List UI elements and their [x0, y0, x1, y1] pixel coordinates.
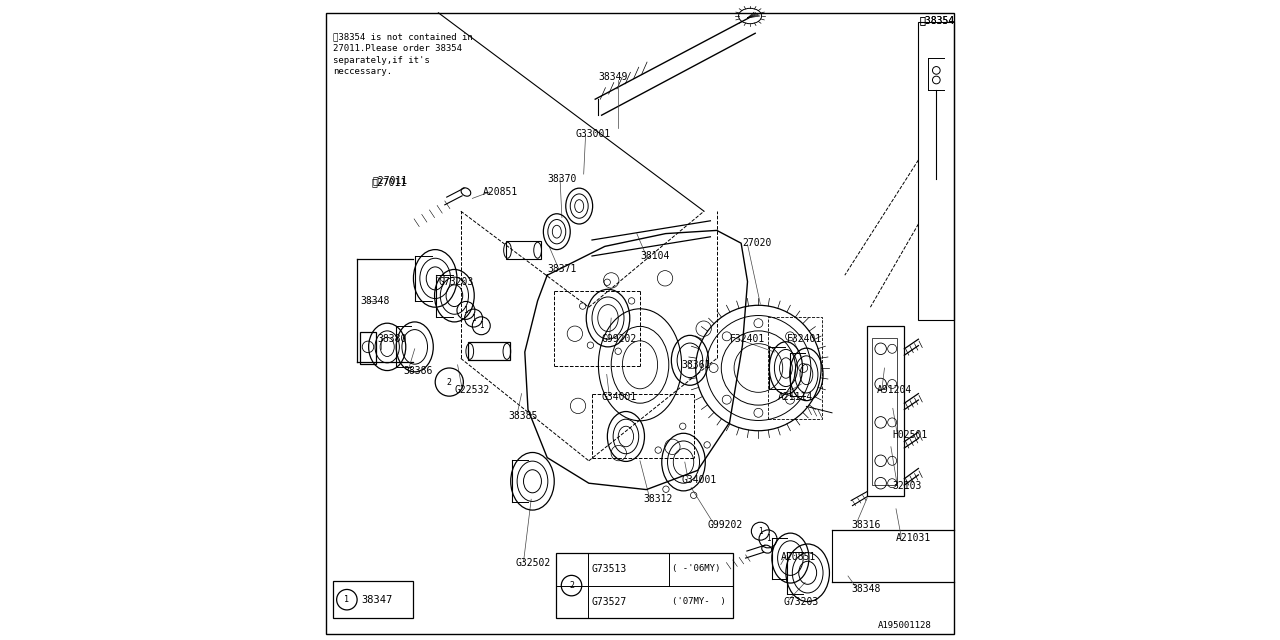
- Text: 38316: 38316: [851, 520, 881, 530]
- Text: A91204: A91204: [877, 385, 913, 396]
- Text: 38386: 38386: [403, 366, 433, 376]
- Text: 38380: 38380: [378, 334, 407, 344]
- Text: 27020: 27020: [742, 238, 772, 248]
- Text: ※27011: ※27011: [371, 177, 407, 188]
- Bar: [556, 553, 733, 618]
- Text: F32401: F32401: [787, 334, 823, 344]
- Text: 38104: 38104: [640, 251, 669, 261]
- Text: A195001128: A195001128: [878, 621, 932, 630]
- Text: A20851: A20851: [781, 552, 817, 562]
- Text: ※38354 is not contained in
27011.Please order 38354
separately,if it's
neccessar: ※38354 is not contained in 27011.Please …: [333, 32, 472, 76]
- Bar: [768, 317, 823, 419]
- Text: A21031: A21031: [896, 532, 932, 543]
- Text: 1: 1: [344, 595, 349, 604]
- Text: A20851: A20851: [484, 187, 518, 197]
- Text: 1: 1: [463, 306, 468, 315]
- Bar: [872, 338, 897, 485]
- Text: G34001: G34001: [681, 475, 717, 485]
- Text: 1: 1: [471, 314, 476, 323]
- Text: G33001: G33001: [576, 129, 612, 140]
- Text: H02501: H02501: [893, 430, 928, 440]
- Text: 38312: 38312: [644, 494, 672, 504]
- Text: 2: 2: [447, 378, 452, 387]
- Text: ※38354: ※38354: [920, 15, 955, 26]
- Text: 32103: 32103: [893, 481, 922, 492]
- Text: ('07MY-  ): ('07MY- ): [672, 597, 726, 606]
- Text: G22532: G22532: [454, 385, 490, 396]
- Text: A21114: A21114: [777, 392, 813, 402]
- Bar: [333, 581, 412, 618]
- Text: 2: 2: [570, 581, 573, 590]
- Bar: [919, 22, 954, 320]
- Text: 1: 1: [479, 321, 484, 330]
- Text: 38348: 38348: [361, 296, 389, 306]
- Text: G99202: G99202: [708, 520, 742, 530]
- Text: 38371: 38371: [548, 264, 576, 274]
- Text: 1: 1: [765, 534, 771, 543]
- Text: 38348: 38348: [851, 584, 881, 594]
- Text: ( -'06MY): ( -'06MY): [672, 564, 721, 573]
- Text: 38347: 38347: [362, 595, 393, 605]
- Text: G73527: G73527: [591, 596, 627, 607]
- Text: 38370: 38370: [548, 174, 576, 184]
- Text: ※27011: ※27011: [372, 175, 408, 186]
- Text: ※38354: ※38354: [920, 15, 955, 26]
- Text: G73513: G73513: [591, 564, 627, 574]
- Bar: [468, 342, 511, 360]
- Text: G34001: G34001: [602, 392, 637, 402]
- Text: G73203: G73203: [438, 276, 474, 287]
- Text: G32502: G32502: [516, 558, 550, 568]
- Text: F32401: F32401: [730, 334, 765, 344]
- Text: G99202: G99202: [602, 334, 637, 344]
- Text: 1: 1: [758, 527, 763, 536]
- Text: 38349: 38349: [599, 72, 627, 82]
- Text: 38385: 38385: [508, 411, 538, 421]
- Text: G73203: G73203: [783, 596, 819, 607]
- Text: 38361: 38361: [681, 360, 710, 370]
- Bar: [506, 241, 541, 259]
- Bar: [360, 332, 376, 364]
- Bar: [868, 326, 905, 496]
